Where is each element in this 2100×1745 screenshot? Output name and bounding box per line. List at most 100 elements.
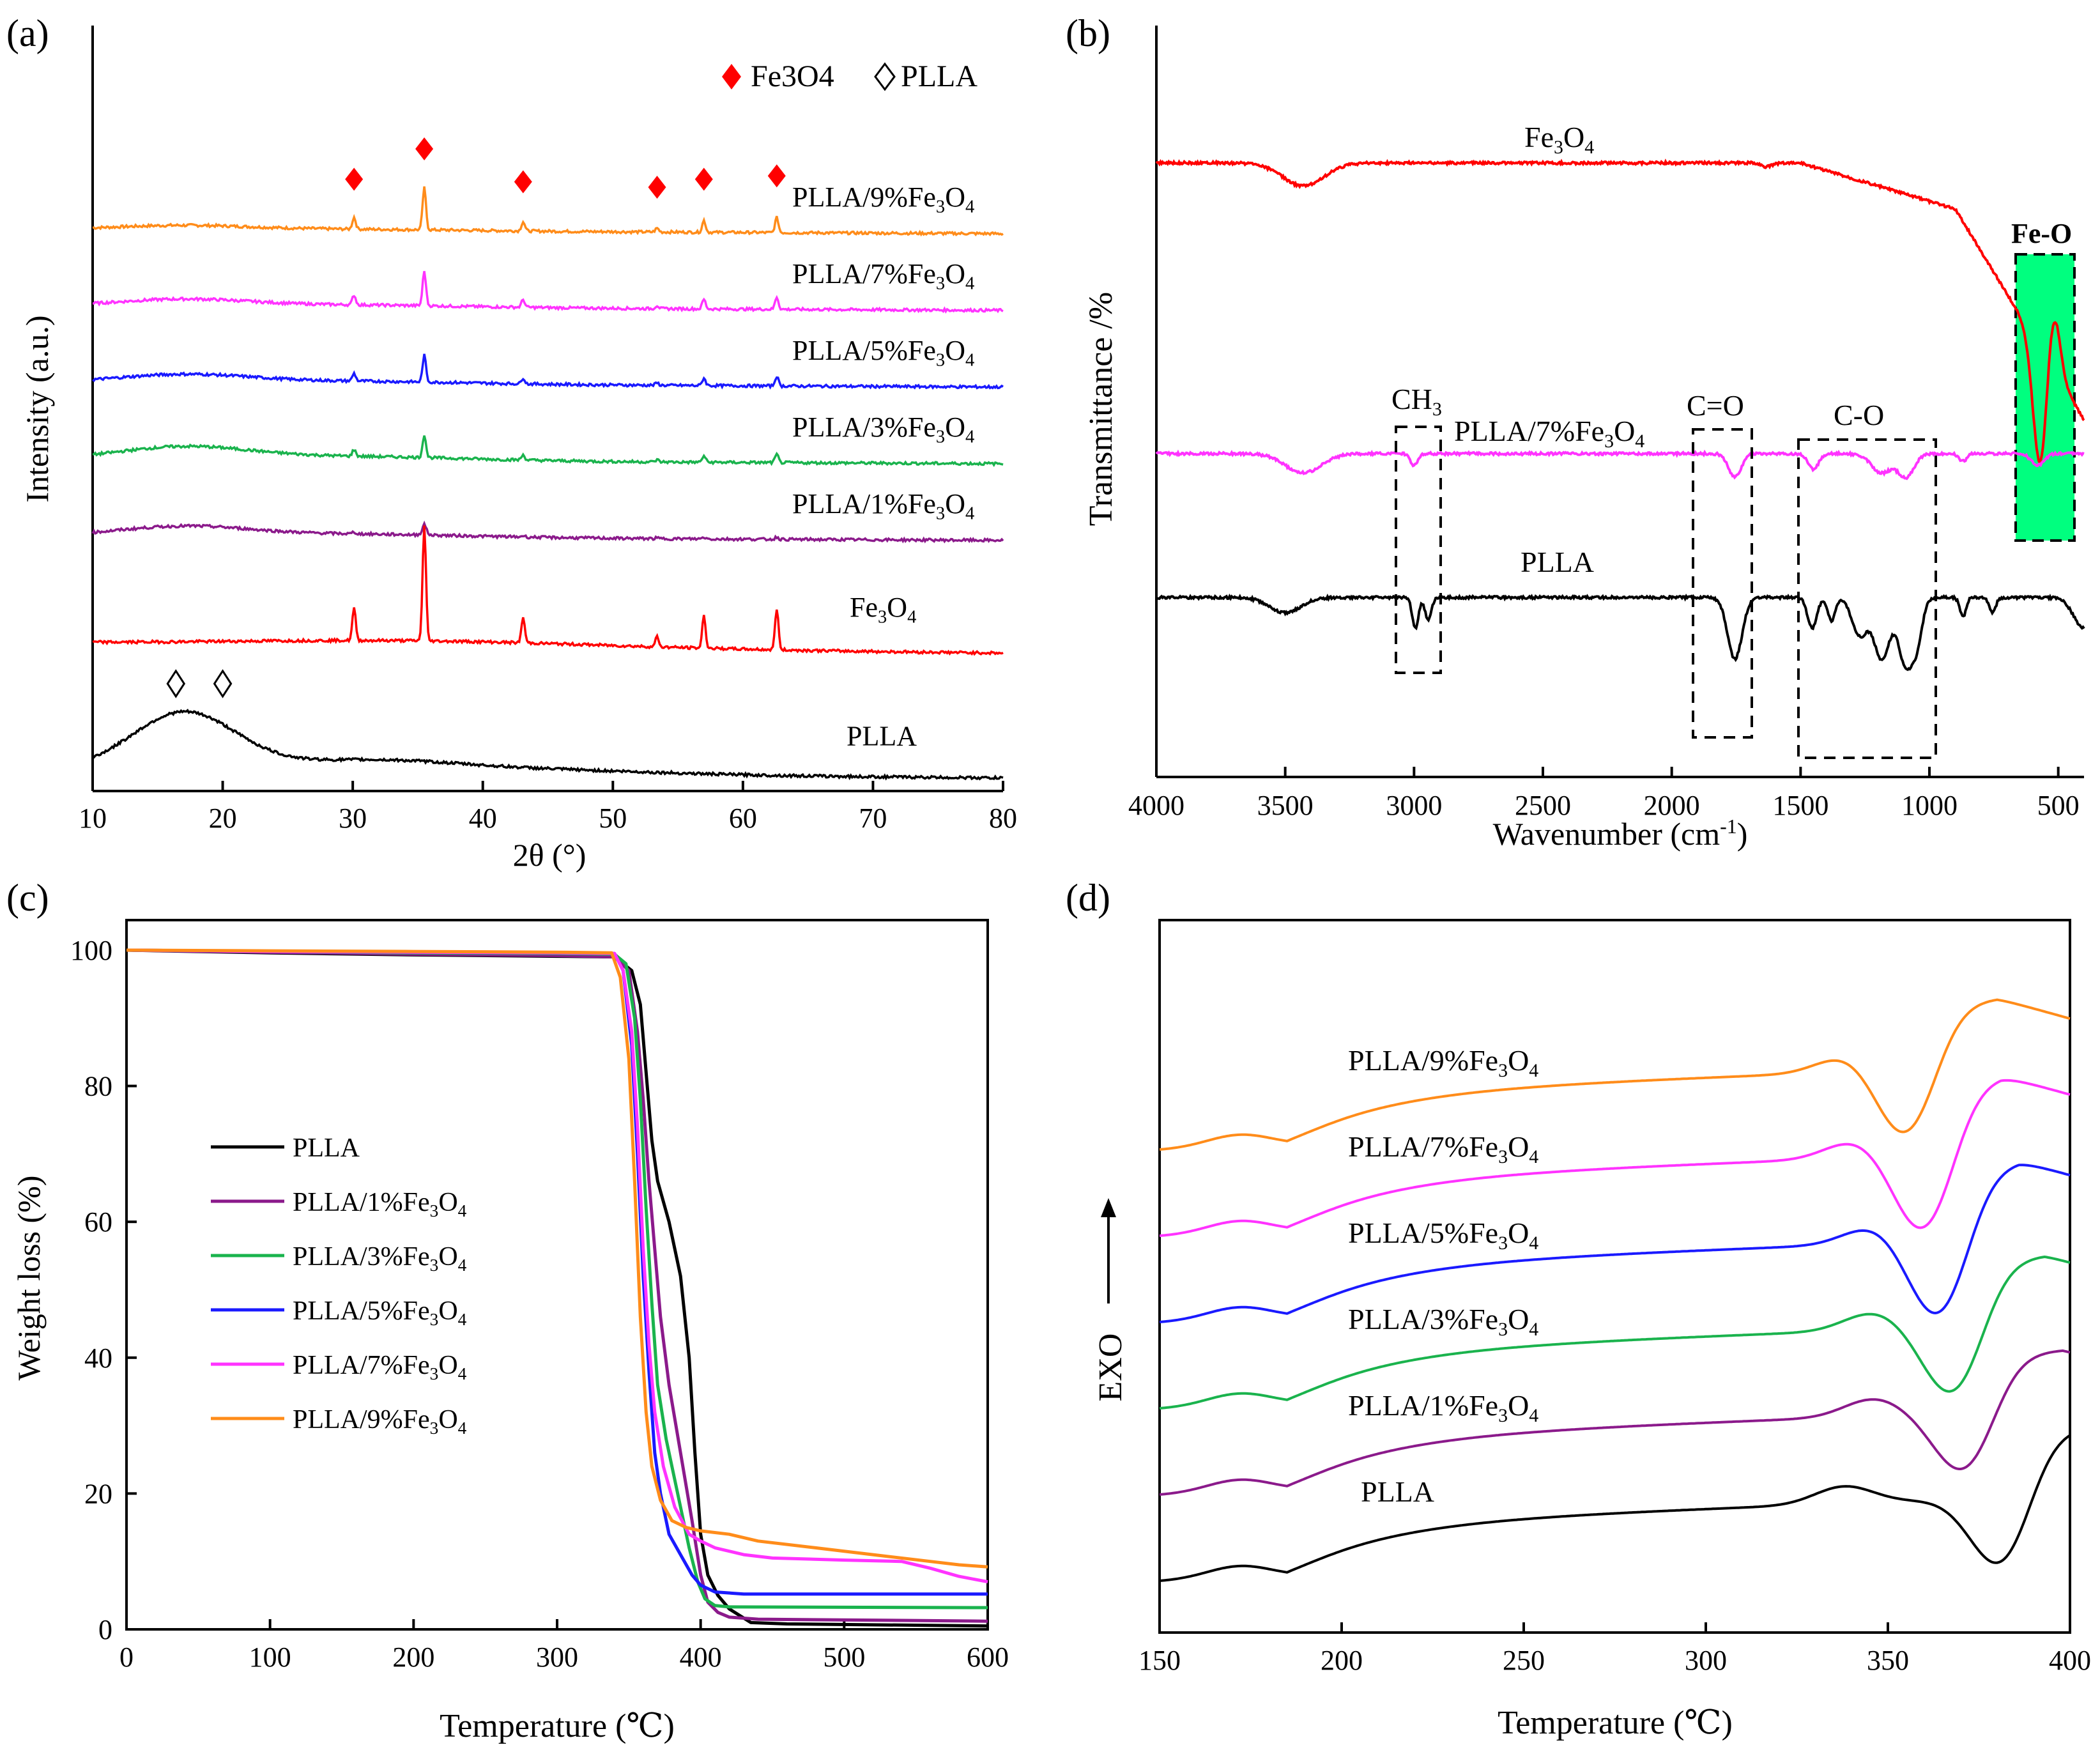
tga-series-plla-9pctfe3o4: [126, 948, 988, 1569]
ylabel-c: Weight loss (%): [11, 1176, 47, 1381]
exo-arrow-head-icon: [1101, 1198, 1116, 1217]
xlabel-a: 2θ (°): [513, 837, 586, 873]
x-tick-label-d: 250: [1503, 1645, 1545, 1676]
xlabel-d: Temperature (℃): [1498, 1705, 1733, 1741]
series-labels-d: PLLA/9%Fe3O4 PLLA/7%Fe3O4 PLLA/5%Fe3O4 PLLA…: [1348, 1044, 1538, 1508]
legend-label-plla-5pctfe3o4: PLLA/5%Fe3O4: [293, 1296, 467, 1329]
ftir-series-fe3o4: [1155, 158, 2085, 466]
x-tick-label-b: 2000: [1644, 790, 1700, 821]
legend-label-plla-9pctfe3o4: PLLA/9%Fe3O4: [293, 1405, 467, 1438]
legend-filled-diamond-icon: [722, 64, 741, 89]
tga-series-plla: [126, 948, 988, 1628]
x-tick-label-a: 80: [989, 803, 1017, 834]
y-tick-label-c: 0: [98, 1614, 112, 1645]
y-tick-label-c: 20: [84, 1478, 112, 1509]
tga-series-plla-5pctfe3o4: [126, 948, 988, 1596]
x-tick-label-c: 0: [119, 1641, 134, 1673]
dsc-series-plla-9pctfe3o4: [1159, 998, 2071, 1151]
x-tick-label-b: 1000: [1901, 790, 1958, 821]
plla-peak-marker-icon: [213, 669, 233, 698]
series-label-fe3o4: Fe3O4: [850, 592, 916, 627]
fe-o-highlight-box: [2014, 253, 2076, 542]
plla-peak-marker-icon: [166, 669, 186, 698]
y-tick-label-c: 100: [70, 935, 112, 966]
series-label-plla: PLLA: [1361, 1475, 1434, 1508]
dsc-series-plla-1pctfe3o4: [1159, 1349, 2071, 1496]
x-tick-label-a: 40: [469, 803, 497, 834]
xrd-series-plla-9pctfe3o4: [92, 186, 1004, 237]
series-label-fe3o4: Fe3O4: [1524, 121, 1594, 158]
legend-label-plla: PLLA: [901, 59, 977, 93]
xlabel-c: Temperature (℃): [440, 1708, 675, 1744]
xlabel-b: Wavenumber (cm-1): [1493, 815, 1748, 852]
ticks-c: 0 100 200 300 400 500 600 0 20 40 60 80 100: [70, 935, 1009, 1673]
annot-c-double-o: C=O: [1687, 389, 1744, 422]
legend-label-plla-1pctfe3o4: PLLA/1%Fe3O4: [293, 1188, 467, 1220]
dsc-series-plla-3pctfe3o4: [1159, 1255, 2071, 1410]
fe3o4-peak-marker-icon: [694, 167, 713, 191]
plot-frame-c: [125, 919, 989, 1631]
x-tick-label-c: 400: [680, 1641, 722, 1673]
c-o-single-dashed-box: [1797, 438, 1937, 759]
legend-a: Fe3O4 PLLA: [722, 59, 977, 93]
xrd-series-plla-1pctfe3o4: [91, 520, 1004, 544]
series-label-plla-9pctfe3o4: PLLA/9%Fe3O4: [1348, 1044, 1538, 1081]
dsc-series-plla-5pctfe3o4: [1159, 1164, 2071, 1323]
panel-label-b: (b): [1066, 12, 1110, 54]
panel-d: (d) 150 200 250 300 350 400 PLLA/9%Fe3O4PLLA/…: [1066, 877, 2091, 1741]
panel-c: (c) 0 100 200 300 400 500 600 0 20 40 60 80 100 PLLA…: [6, 877, 1009, 1744]
series-label-plla-5pctfe3o4: PLLA/5%Fe3O4: [792, 335, 974, 371]
series-labels-a: PLLA/9%Fe3O4 PLLA/7%Fe3O4 PLLA/5%Fe3O4 PLLA…: [792, 181, 974, 752]
x-tick-label-a: 20: [209, 803, 237, 834]
series-group-b: [1155, 158, 2085, 672]
x-tick-label-a: 50: [599, 803, 627, 834]
tga-series-plla-1pctfe3o4: [126, 948, 988, 1623]
legend-label-fe3o4: Fe3O4: [751, 59, 834, 93]
xrd-series-plla: [92, 709, 1004, 781]
series-label-plla: PLLA: [1521, 546, 1594, 578]
series-group-c: [126, 948, 988, 1628]
series-label-plla-7pctfe3o4: PLLA/7%Fe3O4: [792, 258, 974, 294]
c-o-double-dashed-box: [1692, 428, 1753, 739]
plot-frame-d: [1158, 919, 2071, 1634]
x-tick-label-d: 200: [1321, 1645, 1363, 1676]
x-tick-label-c: 500: [823, 1641, 865, 1673]
x-tick-label-d: 350: [1867, 1645, 1909, 1676]
xrd-series-fe3o4: [92, 525, 1004, 656]
legend-label-plla-7pctfe3o4: PLLA/7%Fe3O4: [293, 1351, 467, 1383]
panel-a: (a) 10 20 30 40 50 60 70 80 PLLA/9%Fe3O4 PLLA/7%…: [6, 12, 1017, 873]
ylabel-a: Intensity (a.u.): [19, 316, 55, 503]
ftir-series-plla: [1155, 593, 2085, 672]
legend-open-diamond-icon: [874, 62, 896, 91]
ch3-dashed-box: [1395, 426, 1442, 674]
dsc-series-plla-7pctfe3o4: [1159, 1079, 2071, 1237]
x-tick-label-d: 300: [1685, 1645, 1727, 1676]
y-tick-label-c: 60: [84, 1206, 112, 1238]
x-tick-label-b: 4000: [1128, 790, 1184, 821]
panel-b: (b) 4000 3500 3000 2500 2000 1500 1000 500 CH3 …: [1066, 12, 2085, 852]
ylabel-d: EXO: [1092, 1334, 1129, 1402]
x-tick-label-c: 300: [536, 1641, 578, 1673]
series-labels-b: Fe3O4 PLLA/7%Fe3O4 PLLA: [1454, 121, 1644, 578]
legend-label-plla: PLLA: [293, 1134, 360, 1163]
ylabel-b: Transmittance /%: [1083, 292, 1119, 526]
peak-markers-a: [166, 137, 786, 698]
x-tick-label-a: 10: [79, 803, 107, 834]
panel-label-a: (a): [6, 12, 49, 54]
x-tick-label-b: 3500: [1257, 790, 1314, 821]
series-label-plla-7pctfe3o4: PLLA/7%Fe3O4: [1348, 1130, 1538, 1167]
x-tick-label-c: 200: [392, 1641, 434, 1673]
x-tick-label-c: 100: [249, 1641, 291, 1673]
fe3o4-peak-marker-icon: [648, 176, 666, 199]
series-group-d: [1159, 998, 2071, 1582]
series-label-plla-3pctfe3o4: PLLA/3%Fe3O4: [1348, 1303, 1538, 1340]
x-ticks-b: 4000 3500 3000 2500 2000 1500 1000 500: [1128, 767, 2080, 821]
ftir-series-plla-7pctfe3o4: [1155, 449, 2085, 480]
x-tick-label-d: 150: [1138, 1645, 1181, 1676]
fe3o4-peak-marker-icon: [345, 167, 364, 191]
series-label-plla-7pctfe3o4: PLLA/7%Fe3O4: [1454, 415, 1644, 452]
y-tick-label-c: 40: [84, 1342, 112, 1374]
series-label-plla: PLLA: [847, 721, 917, 752]
x-tick-label-a: 30: [339, 803, 367, 834]
